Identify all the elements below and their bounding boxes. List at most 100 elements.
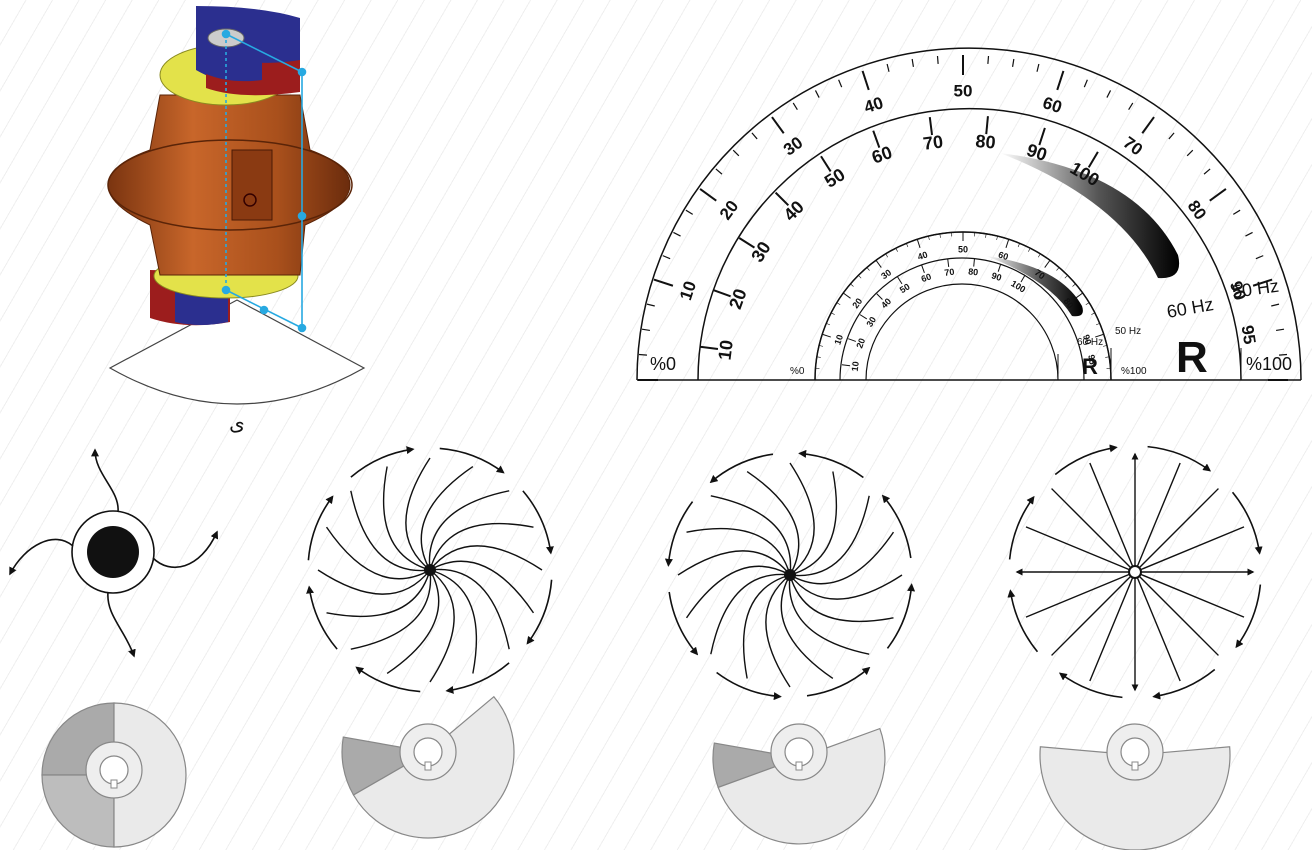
outer-inner-tick-label: 60: [869, 142, 895, 168]
outer-outer-tick: [987, 55, 990, 65]
outer-outer-tick: [638, 353, 648, 356]
outer-outer-tick-label: 30: [780, 133, 806, 159]
spiral-line: [746, 470, 800, 576]
outer-outer-tick: [662, 255, 671, 260]
outer-outer-tick: [1141, 116, 1155, 134]
rotation-arrow: [1235, 584, 1262, 649]
small-outer-tick: [939, 233, 941, 238]
motor-terminal-box: [231, 149, 273, 221]
small-outer-tick: [1072, 283, 1076, 287]
radial-line: [1051, 571, 1136, 656]
shaft-keyway: [795, 761, 803, 771]
spiral-line: [350, 490, 431, 572]
small-outer-tick: [885, 253, 889, 258]
outer-outer-tick: [936, 55, 939, 65]
small-inner-tick-label: 90: [990, 270, 1003, 283]
weight-upper-light: [113, 702, 187, 848]
rotation-arrow: [306, 585, 338, 650]
outer-outer-tick: [1255, 255, 1264, 260]
outer-outer-tick: [1056, 70, 1065, 91]
radial-line: [1134, 571, 1245, 618]
small-outer-tick: [1095, 333, 1104, 338]
shaft-keyway: [424, 761, 432, 771]
small-scale-50hz-label: 50 Hz: [1115, 326, 1141, 337]
spiral-line: [429, 522, 534, 571]
large-scale-outer-arc: [636, 47, 1302, 381]
small-outer-tick: [875, 259, 882, 268]
outer-outer-tick: [1203, 168, 1211, 175]
outer-outer-tick: [1276, 328, 1285, 332]
small-outer-tick-label: 70: [1033, 267, 1047, 281]
small-outer-tick: [916, 239, 921, 248]
small-outer-tick: [895, 247, 898, 252]
rotation-arrow: [1058, 672, 1123, 699]
radial-line: [1089, 571, 1136, 682]
small-outer-tick-label: 50: [958, 244, 968, 254]
star-center: [1128, 565, 1142, 579]
rotation-arrow: [307, 495, 334, 561]
small-inner-tick: [841, 364, 851, 367]
small-inner-tick-label: 100: [1009, 278, 1027, 294]
motor-base-sector: [108, 299, 366, 405]
small-outer-tick: [1102, 345, 1107, 347]
small-outer-tick: [850, 283, 854, 287]
outer-outer-tick-label: 60: [1040, 93, 1064, 117]
rotation-arrow: [439, 447, 505, 474]
outer-outer-tick: [1106, 90, 1112, 98]
radial-star: [1007, 444, 1263, 700]
rotation-arrow: [350, 446, 415, 478]
outer-outer-tick: [751, 132, 758, 140]
small-inner-tick: [997, 263, 1002, 272]
small-outer-tick: [985, 233, 987, 238]
weight-lower-mid: [41, 774, 115, 848]
weight-upper-light: [717, 727, 886, 845]
spiral-line: [789, 574, 894, 623]
spiral-line: [325, 526, 431, 580]
spiral-center: [784, 569, 796, 581]
small-inner-tick: [973, 258, 975, 267]
small-inner-tick: [859, 314, 868, 320]
outer-outer-tick: [1232, 209, 1241, 215]
rotation-arrow: [445, 662, 510, 694]
small-scale-r-mark: R: [1082, 354, 1098, 379]
outer-outer-tick: [699, 188, 717, 202]
small-flare: [986, 256, 1083, 317]
spiral-line: [420, 465, 474, 571]
large-scale-start-label: %0: [650, 354, 676, 374]
outer-outer-tick: [732, 149, 740, 157]
motor-terminal-symbol: [243, 193, 257, 207]
small-inner-tick: [897, 276, 903, 285]
spiral-line: [386, 569, 440, 675]
small-outer-tick: [819, 345, 824, 347]
hub-arm-arrow: [9, 538, 74, 576]
spiral-line: [788, 574, 870, 655]
spiral-line: [685, 565, 791, 619]
spiral-counterclockwise: [306, 446, 554, 694]
small-scale-start-label: %0: [790, 366, 805, 377]
spiral-line: [429, 569, 455, 683]
rotation-arrow: [1147, 445, 1212, 472]
rotation-arrow: [709, 453, 774, 484]
outer-inner-tick: [774, 191, 790, 207]
small-outer-tick: [1037, 253, 1041, 258]
spiral-line: [686, 527, 791, 576]
spiral-line: [789, 471, 838, 576]
rotation-arrow: [355, 666, 421, 693]
hub-with-four-arms: [9, 448, 219, 658]
spiral-center: [424, 564, 436, 576]
rotation-arrow: [886, 583, 916, 649]
outer-outer-tick: [911, 58, 915, 67]
small-outer-tick: [996, 236, 998, 241]
radial-line: [1051, 488, 1136, 573]
rotation-arrow: [668, 591, 699, 656]
hub-arm-arrow: [152, 530, 219, 568]
small-outer-tick-label: 95: [1086, 354, 1097, 365]
spiral-line: [405, 457, 431, 571]
small-scale-60hz-label: 60 Hz: [1077, 337, 1103, 348]
outer-inner-tick-label: 20: [725, 286, 751, 312]
small-inner-tick: [947, 258, 950, 268]
hub-arm-arrow: [107, 591, 136, 658]
small-scale-gauge: [814, 231, 1112, 381]
